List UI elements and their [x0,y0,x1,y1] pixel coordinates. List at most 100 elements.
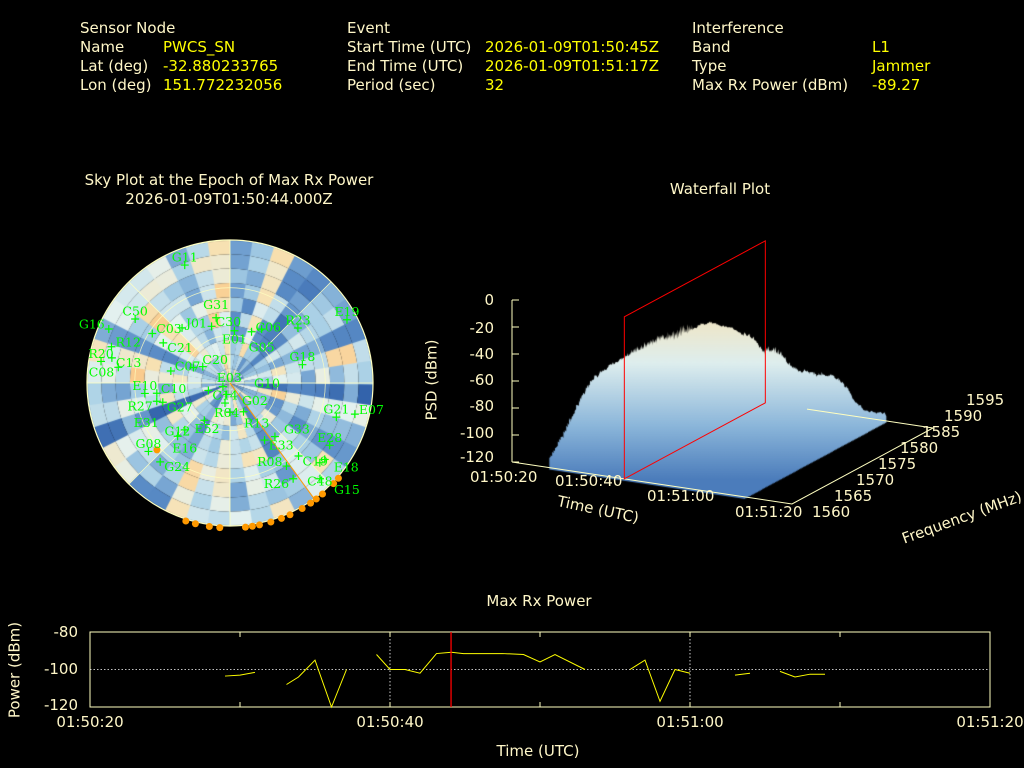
satellite: G33 [270,421,310,441]
satellite-label: R12 [115,334,140,349]
satellite-label: C20 [202,352,228,367]
satellite: G24 [156,457,190,474]
satellite-marker [200,416,209,425]
freq-tick: 1560 [812,503,851,521]
time-tick: 01:50:20 [470,468,538,486]
satellite: R04 [214,390,239,420]
satellite-label: R20 [88,346,113,361]
waterfall-epoch-marker [623,240,766,480]
satellite: E28 [317,430,342,450]
satellite-label: G24 [164,459,190,474]
satellite-label: E18 [334,460,359,475]
satellite-marker [156,457,165,466]
satellite: G15 [315,474,360,497]
jammer-detection-point [307,499,315,507]
y-tick: -120 [43,696,78,714]
satellite-label: G16 [79,317,105,332]
satellite: E16 [172,425,197,455]
satellite-marker [198,362,207,371]
satellite: E31 [134,415,182,441]
satellite-label: G11 [172,250,198,265]
satellite: G05 [249,325,275,355]
satellite: R20 [88,346,114,366]
y-tick: -80 [53,623,79,641]
sensor-lat-value: -32.880233765 [163,57,279,75]
satellite: C13 [107,353,141,370]
z-tick: -80 [469,397,495,415]
satellite: J01 [178,316,207,332]
satellite-label: R08 [257,454,282,469]
event-period-label: Period (sec) [347,76,436,94]
satellite-marker [257,325,266,334]
satellite-label: G08 [135,436,161,451]
time-axis-label: Time (UTC) [555,492,641,527]
satellite: C14 [204,386,238,403]
x-tick: 01:51:00 [656,713,724,731]
type-value: Jammer [872,57,931,75]
satellite-marker [247,327,256,336]
y-tick: -100 [43,660,78,678]
x-axis-label: Time (UTC) [496,742,580,760]
satellite: C10 [152,381,187,398]
satellite: C20 [189,352,228,372]
satellite-marker [221,399,230,408]
satellite: G10 [221,376,280,408]
jammer-detection-point [312,495,320,503]
satellite-marker [180,261,189,270]
satellite: C03 [148,321,182,338]
satellite-label: J01 [184,316,207,331]
satellite-label: E10 [132,378,157,393]
sky-elevation-ring [181,334,279,432]
y-axis-label: Power (dBm) [5,621,24,719]
satellite: G11 [172,250,198,270]
waterfall-back-edge [806,408,934,429]
satellite-marker [148,329,157,338]
satellite-marker [315,474,324,483]
satellite-marker [239,407,248,416]
satellite-label: G21 [323,402,349,417]
jammer-detection-point [216,524,224,532]
max-rx-title: Max Rx Power [486,592,592,610]
satellite: E03 [198,362,242,385]
satellite-label: C07 [175,359,201,374]
satellite-label: G33 [284,421,310,436]
satellite-marker [320,455,329,464]
satellite-marker [166,366,175,375]
satellite: E01 [222,326,247,346]
sensor-lat-label: Lat (deg) [80,57,149,75]
satellite-marker [158,398,167,407]
event-end-value: 2026-01-09T01:51:17Z [485,57,659,75]
interference-title: Interference [692,19,784,37]
power-series-line [286,659,347,709]
satellite-label: R23 [285,313,310,328]
satellite-marker [222,390,231,399]
satellite: G31 [203,297,229,322]
satellite-label: C10 [161,381,187,396]
jammer-detection-point [334,474,342,482]
sensor-name-label: Name [80,38,125,56]
satellite: R12 [107,334,141,351]
x-tick: 01:51:20 [956,713,1024,731]
satellite: R23 [285,313,311,333]
sensor-name-value: PWCS_SN [163,38,236,56]
power-series-line [629,659,691,703]
satellite-label: E07 [359,402,384,417]
satellite: C21 [159,338,193,355]
satellite-label: G05 [249,340,275,355]
event-period-value: 32 [485,76,505,94]
jammer-detection-point [241,523,249,531]
satellite-marker [107,353,116,362]
power-series-line [224,671,256,677]
satellite: C50 [122,304,148,324]
jammer-detection-point [267,518,275,526]
satellite: C06 [247,319,281,336]
satellite: R08 [257,454,291,471]
sky-grid-line [263,416,332,485]
satellite: R13 [226,408,269,431]
satellite-label: C48 [307,473,333,488]
max-power-value: -89.27 [872,76,921,94]
power-series-line [779,670,825,678]
satellite-marker [114,363,123,372]
satellite-label: G10 [254,376,280,391]
